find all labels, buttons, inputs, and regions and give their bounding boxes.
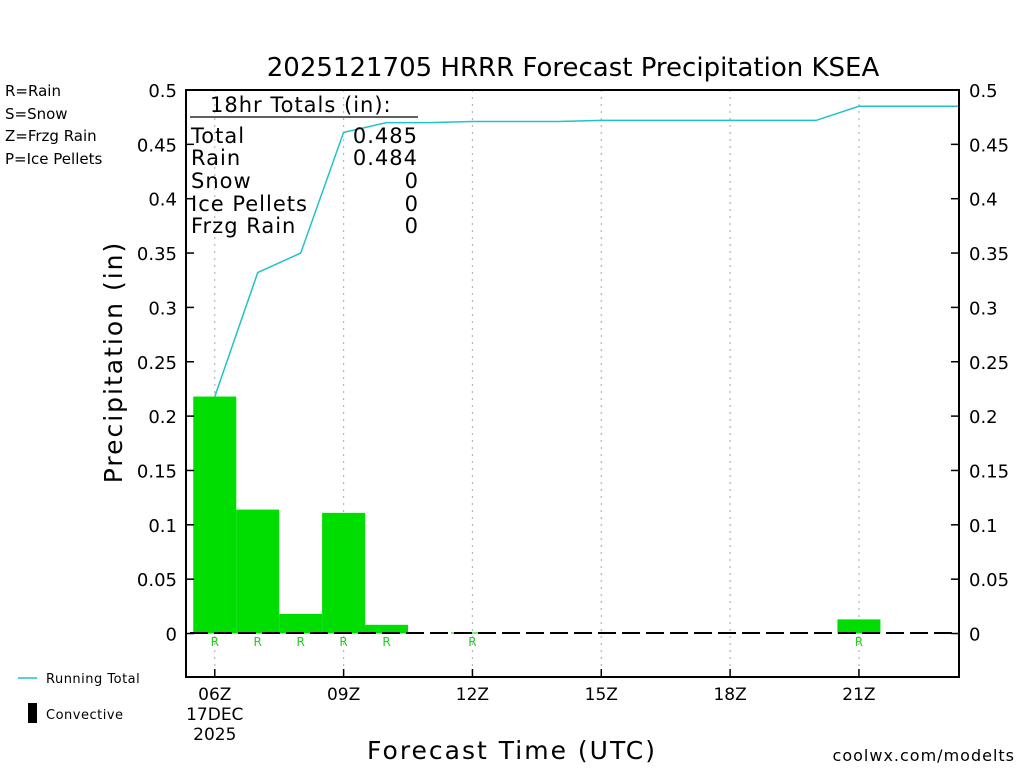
y-tick-label-right-0.1: 0.1 [969, 516, 998, 537]
type-label-10z: R [382, 635, 390, 649]
y-tick-label-right-0.5: 0.5 [969, 81, 998, 102]
x-tick-label-12Z: 12Z [456, 685, 489, 705]
y-tick-label-left-0.05: 0.05 [137, 570, 177, 591]
y-tick-label-left-0.15: 0.15 [137, 461, 177, 482]
y-tick-label-left-0.25: 0.25 [137, 353, 177, 374]
y-tick-label-left-0: 0 [166, 625, 177, 646]
totals-total-value: 0.485 [353, 124, 418, 148]
y-tick-label-right-0.05: 0.05 [969, 570, 1009, 591]
convective-legend-label: Convective [46, 708, 124, 723]
totals-rain-label: Rain [191, 146, 241, 170]
totals-total-label: Total [190, 124, 245, 148]
bar-8z [279, 613, 323, 634]
y-tick-label-left-0.1: 0.1 [148, 516, 177, 537]
y-tick-label-left-0.3: 0.3 [148, 298, 177, 319]
x-tick-label-09Z: 09Z [327, 685, 360, 705]
bar-6z [193, 396, 237, 634]
y-tick-label-left-0.35: 0.35 [137, 244, 177, 265]
type-label-12z: R [468, 635, 476, 649]
x-axis-label: Forecast Time (UTC) [367, 736, 657, 765]
x-tick-label-15Z: 15Z [585, 685, 618, 705]
totals-ice-pellets-label: Ice Pellets [191, 192, 308, 216]
running-total-legend-label: Running Total [46, 672, 140, 687]
totals-ice-pellets-value: 0 [405, 192, 418, 216]
x-tick-label-06Z: 06Z [198, 685, 231, 705]
totals-frzg-rain-value: 0 [405, 214, 418, 238]
bars [193, 396, 881, 634]
chart-title: 2025121705 HRRR Forecast Precipitation K… [267, 53, 880, 83]
y-tick-label-right-0.45: 0.45 [969, 135, 1009, 156]
x-tick-date: 17DEC [186, 705, 243, 725]
type-label-6z: R [211, 635, 219, 649]
y-tick-label-right-0.2: 0.2 [969, 407, 998, 428]
x-tick-year: 2025 [193, 725, 236, 745]
totals-snow-label: Snow [191, 169, 252, 193]
y-axis-ticks: 0.5 0.5 0.45 0.45 0.4 0.4 0.35 0.35 0.3 0.3 0.25 0.… [137, 81, 1009, 646]
y-tick-label-left-0.45: 0.45 [137, 135, 177, 156]
type-label-9z: R [339, 635, 347, 649]
totals-frzg-rain-label: Frzg Rain [191, 214, 296, 238]
legend-snow: S=Snow [5, 105, 68, 123]
y-tick-label-right-0.35: 0.35 [969, 244, 1009, 265]
y-tick-label-right-0.3: 0.3 [969, 298, 998, 319]
totals-rain-value: 0.484 [353, 146, 418, 170]
y-tick-label-left-0.2: 0.2 [148, 407, 177, 428]
y-tick-label-right-0.15: 0.15 [969, 461, 1009, 482]
type-label-8z: R [296, 635, 304, 649]
legend-rain: R=Rain [5, 82, 61, 100]
running-total-line [214, 105, 959, 397]
y-tick-label-right-0: 0 [969, 625, 980, 646]
bar-12z [450, 632, 494, 634]
bottom-legend: Running Total Convective [18, 672, 140, 723]
bar-9z [322, 512, 366, 634]
totals-box: 18hr Totals (in): Total 0.485 Rain 0.484… [190, 93, 418, 238]
legend-ice-pellets: P=Ice Pellets [5, 150, 102, 168]
convective-legend-swatch [28, 703, 37, 723]
type-legend: R=Rain S=Snow Z=Frzg Rain P=Ice Pellets [5, 82, 102, 168]
bar-21z [837, 619, 881, 634]
x-tick-label-21Z: 21Z [842, 685, 875, 705]
type-label-21z: R [855, 635, 863, 649]
legend-frzg-rain: Z=Frzg Rain [5, 127, 97, 145]
y-axis-label: Precipitation (in) [99, 241, 128, 484]
x-tick-label-18Z: 18Z [713, 685, 746, 705]
credit-text: coolwx.com/modelts [833, 746, 1015, 765]
totals-snow-value: 0 [405, 169, 418, 193]
y-tick-label-left-0.5: 0.5 [148, 81, 177, 102]
type-label-7z: R [254, 635, 262, 649]
y-tick-label-left-0.4: 0.4 [148, 190, 177, 211]
running-total-line-group [214, 105, 959, 397]
bar-7z [236, 509, 280, 634]
plot-frame [185, 89, 960, 678]
y-tick-label-right-0.4: 0.4 [969, 190, 998, 211]
bar-10z [365, 624, 409, 634]
y-tick-label-right-0.25: 0.25 [969, 353, 1009, 374]
totals-heading: 18hr Totals (in): [210, 93, 392, 117]
